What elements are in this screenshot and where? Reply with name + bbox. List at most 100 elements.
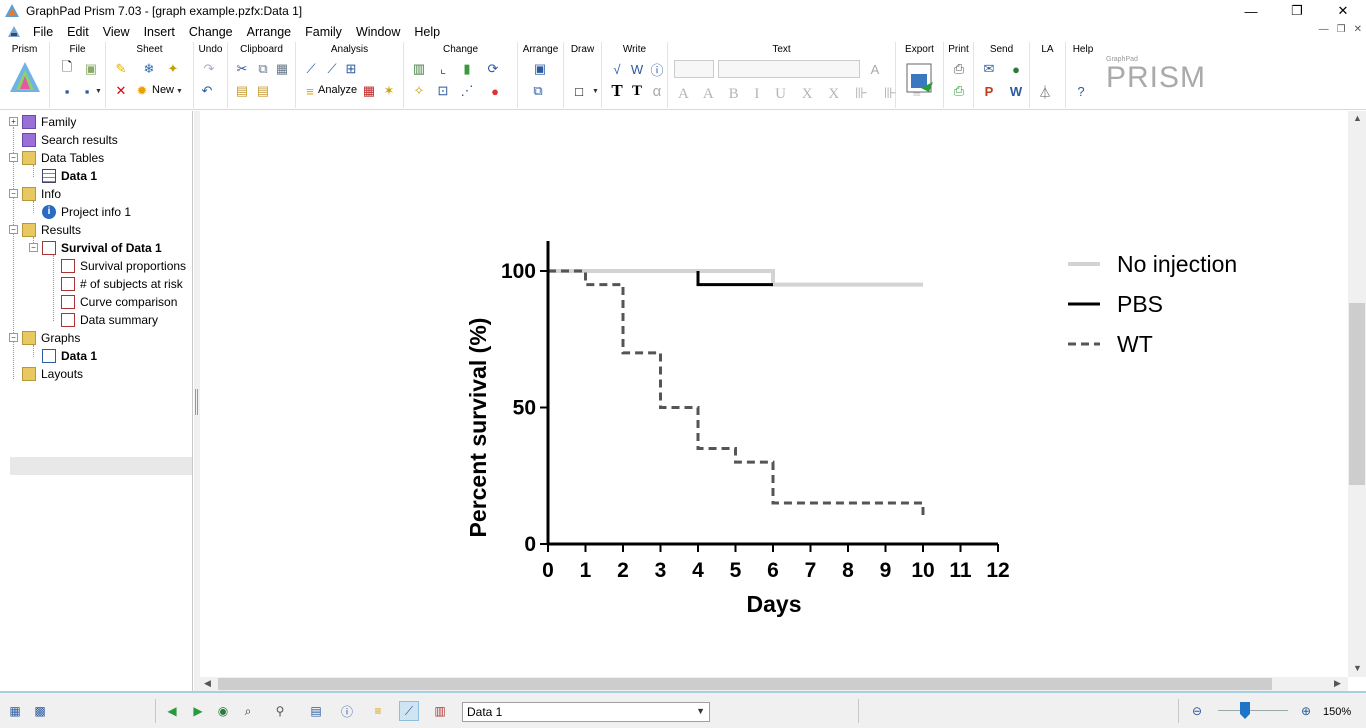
lab-flask-icon[interactable]: ⏃ — [1038, 84, 1052, 100]
navigator-splitter[interactable] — [194, 111, 200, 691]
format-graph-icon[interactable]: ✧ — [413, 83, 425, 98]
menu-edit[interactable]: Edit — [67, 25, 89, 39]
text-box-icon[interactable]: T — [631, 82, 642, 99]
gallery-view-icon[interactable]: ▦ — [9, 704, 21, 718]
mdi-restore-icon[interactable]: ❐ — [1336, 24, 1346, 35]
font-size-select[interactable] — [674, 60, 714, 78]
print-preview-icon[interactable]: ⎙ — [953, 83, 965, 98]
nav-graph-data-1[interactable]: Data 1 — [42, 347, 97, 365]
nav-graphs[interactable]: Graphs — [22, 329, 80, 347]
horizontal-scrollbar[interactable]: ◀ ▶ — [200, 677, 1348, 691]
paste-special-icon[interactable]: ▤ — [256, 83, 270, 98]
scroll-right-icon[interactable]: ▶ — [1334, 678, 1341, 688]
undo-icon[interactable]: ↶ — [201, 83, 213, 98]
redo-icon[interactable]: ↷ — [203, 61, 215, 76]
zoom-track[interactable] — [1218, 710, 1288, 711]
word-icon[interactable]: W — [1009, 83, 1023, 99]
mdi-close-icon[interactable]: ✕ — [1353, 24, 1362, 35]
save-icon[interactable]: ▪ — [64, 83, 70, 99]
new-sheet-icon[interactable]: ✹ — [136, 83, 148, 98]
align-icon[interactable]: ▣ — [533, 61, 547, 76]
nav-results[interactable]: Results — [22, 221, 81, 239]
collapse-data-tables[interactable]: − — [9, 153, 18, 162]
thumbnail-view-icon[interactable]: ▩ — [34, 704, 46, 718]
rotate-icon[interactable]: ⟳ — [487, 61, 499, 76]
print-icon[interactable]: ⎙ — [953, 61, 965, 76]
new-file-icon[interactable]: 🗋 — [61, 59, 73, 74]
scroll-up-icon[interactable]: ▲ — [1353, 113, 1362, 123]
group-objects-icon[interactable]: ⧉ — [533, 83, 543, 98]
symbols-icon[interactable]: ⋰ — [460, 83, 474, 98]
info-nav-icon[interactable]: ⓘ — [340, 704, 353, 719]
magic-icon[interactable]: ✶ — [383, 83, 395, 98]
menu-arrange[interactable]: Arrange — [246, 25, 292, 39]
expand-family[interactable]: + — [9, 117, 18, 126]
zoom-slider-thumb[interactable] — [1240, 702, 1250, 719]
email-icon[interactable]: ✉ — [983, 61, 995, 76]
graph-canvas[interactable]: 0 1 2 3 4 5 6 7 8 9 10 11 12 0 50 100 Days Percent surviv… — [200, 111, 1348, 677]
curve-icon[interactable]: ⟋ — [327, 61, 337, 76]
results-nav-icon[interactable]: ≡ — [374, 704, 382, 718]
binoculars-icon[interactable]: ⌕ — [244, 703, 252, 718]
menu-help[interactable]: Help — [414, 25, 441, 39]
snowflake-icon[interactable]: ❄ — [143, 61, 155, 76]
scroll-left-icon[interactable]: ◀ — [204, 678, 211, 688]
text-icon[interactable]: T — [611, 81, 623, 100]
column-chart-icon[interactable]: ▮ — [463, 61, 471, 76]
text-format-icons[interactable]: A A B I U X X ⊪ ⊪ ≡ — [678, 86, 928, 102]
font-name-select[interactable] — [718, 60, 860, 78]
paste-icon[interactable]: ▤ — [235, 83, 249, 98]
nav-data-summary[interactable]: Data summary — [61, 311, 158, 329]
nav-search-results[interactable]: Search results — [22, 131, 118, 149]
open-file-icon[interactable]: ▣ — [84, 61, 98, 76]
new-button[interactable]: New — [152, 84, 175, 96]
word-object-icon[interactable]: W — [630, 61, 644, 77]
vertical-scroll-thumb[interactable] — [1349, 303, 1365, 485]
wand-icon[interactable]: ✦ — [167, 61, 179, 76]
close-button[interactable]: ✕ — [1337, 3, 1349, 18]
results-table-icon[interactable]: ▦ — [362, 83, 376, 98]
nav-data-table-1[interactable]: Data 1 — [42, 167, 97, 185]
equation-icon[interactable]: √ — [613, 61, 621, 77]
table-analysis-icon[interactable]: ⊞ — [345, 61, 357, 76]
highlight-icon[interactable]: ✎ — [115, 61, 127, 76]
next-sheet-icon[interactable]: ▶ — [193, 704, 203, 718]
xy-graph-icon[interactable]: ⟋ — [306, 61, 316, 76]
document-icon[interactable] — [6, 24, 22, 40]
copy-icon[interactable]: ⧉ — [258, 61, 268, 76]
cut-icon[interactable]: ✂ — [236, 61, 248, 76]
format-axes-icon[interactable]: ⊡ — [437, 83, 449, 98]
vertical-scrollbar[interactable]: ▲ ▼ — [1348, 111, 1366, 677]
powerpoint-icon[interactable]: P — [984, 83, 994, 99]
restore-button[interactable]: ❐ — [1291, 3, 1303, 18]
graphs-nav-icon[interactable]: ⟋ — [399, 701, 419, 721]
link-icon[interactable]: ⚲ — [275, 704, 285, 718]
layouts-nav-icon[interactable]: ▥ — [434, 704, 446, 718]
bar-chart-icon[interactable]: ▥ — [412, 61, 426, 76]
collapse-graphs[interactable]: − — [9, 333, 18, 342]
horizontal-scroll-thumb[interactable] — [218, 678, 1272, 690]
menu-view[interactable]: View — [102, 25, 130, 39]
nav-subjects-at-risk[interactable]: # of subjects at risk — [61, 275, 183, 293]
nav-project-info[interactable]: i Project info 1 — [42, 203, 131, 221]
prism-icon[interactable] — [8, 60, 42, 96]
analyze-button[interactable]: Analyze — [318, 84, 358, 96]
menu-family[interactable]: Family — [305, 25, 342, 39]
info-constant-icon[interactable]: ⓘ — [650, 62, 664, 78]
rectangle-icon[interactable]: □ — [575, 83, 583, 99]
back-icon[interactable]: ◉ — [217, 704, 229, 718]
data-tables-nav-icon[interactable]: ▤ — [310, 704, 322, 718]
collapse-info[interactable]: − — [9, 189, 18, 198]
delete-sheet-icon[interactable]: ✕ — [115, 83, 127, 98]
greek-letter-icon[interactable]: α — [652, 82, 662, 100]
nav-family[interactable]: Family — [22, 113, 76, 131]
previous-sheet-icon[interactable]: ◀ — [167, 704, 177, 718]
help-icon[interactable]: ? — [1077, 83, 1085, 99]
globe-icon[interactable]: ● — [1012, 61, 1020, 77]
menu-insert[interactable]: Insert — [143, 25, 175, 39]
menu-file[interactable]: File — [33, 25, 54, 39]
sheet-selector[interactable]: Data 1 ▼ — [462, 702, 710, 722]
scroll-down-icon[interactable]: ▼ — [1353, 663, 1362, 673]
mdi-minimize-icon[interactable]: — — [1318, 24, 1329, 35]
collapse-survival[interactable]: − — [29, 243, 38, 252]
